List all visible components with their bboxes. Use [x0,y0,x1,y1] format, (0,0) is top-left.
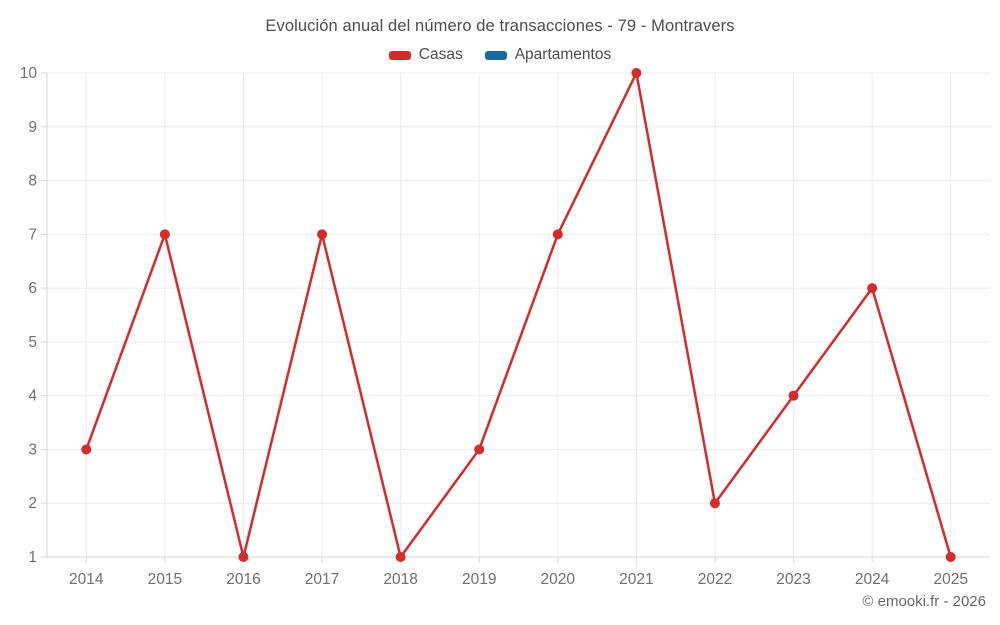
series-line [85,71,952,559]
x-tick-label: 2016 [226,571,260,588]
legend-swatch-icon [484,50,507,60]
chart-legend: Casas Apartamentos [0,46,1000,64]
copyright-text: © emooki.fr - 2026 [862,593,986,610]
x-tick-label: 2024 [855,571,890,588]
x-tick-label: 2020 [541,571,576,588]
data-point [317,229,328,240]
data-point [788,390,799,401]
chart-title: Evolución anual del número de transaccio… [265,17,735,35]
x-tick-label: 2015 [148,571,182,588]
y-tick-label: 10 [20,65,38,82]
data-point [238,552,249,562]
legend-label: Apartamentos [514,46,612,63]
y-tick-label: 1 [28,549,37,566]
legend-label: Casas [418,46,463,63]
y-tick-label: 5 [28,334,37,351]
y-tick-label: 8 [28,173,37,190]
y-tick-label: 7 [28,226,37,243]
x-tick-label: 2023 [776,571,810,588]
data-point [159,229,170,240]
legend-swatch-icon [388,50,411,60]
y-tick-label: 2 [28,495,37,512]
data-point [709,498,720,509]
data-point [631,68,642,78]
data-point [945,552,956,562]
x-tick-label: 2025 [933,571,967,588]
x-tick-label: 2014 [69,571,104,588]
x-tick-label: 2021 [619,571,653,588]
legend-item-apartamentos[interactable]: Apartamentos [484,46,612,64]
y-tick-label: 9 [28,119,37,136]
legend-item-casas[interactable]: Casas [388,46,463,64]
x-tick-label: 2022 [698,571,732,588]
y-tick-label: 3 [28,441,37,458]
x-tick-label: 2017 [305,571,339,588]
data-point [474,444,485,455]
data-point [81,444,92,455]
x-tick-label: 2019 [462,571,496,588]
y-tick-label: 4 [28,388,37,405]
data-point [552,229,563,240]
data-point [395,552,406,562]
data-point [867,283,878,294]
x-tick-label: 2018 [383,571,417,588]
y-tick-label: 6 [28,280,37,297]
